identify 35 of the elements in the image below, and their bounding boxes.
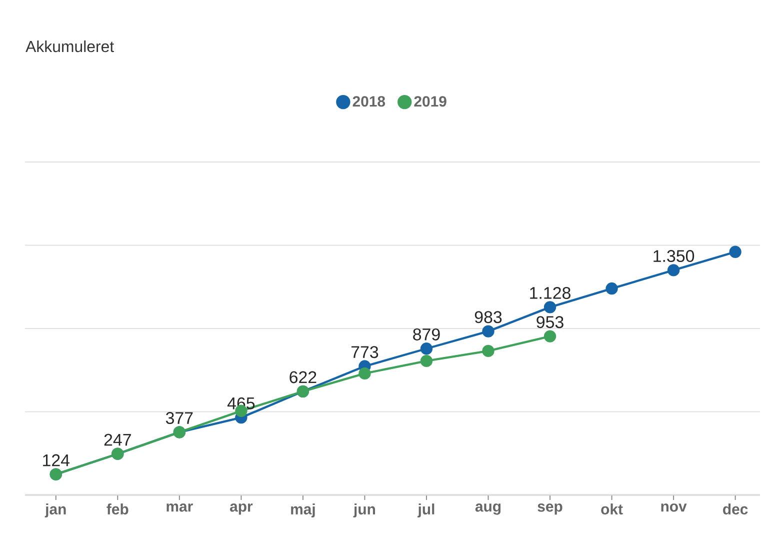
data-label: 247 (104, 434, 131, 446)
x-tick-label: jul (418, 504, 434, 518)
point (482, 325, 494, 338)
x-tick-label: jan (44, 504, 66, 518)
point (358, 367, 371, 380)
data-label: 622 (290, 371, 316, 384)
point (544, 301, 556, 314)
x-tick-label: dec (723, 504, 748, 514)
point (482, 344, 494, 358)
data-label: 124 (43, 454, 70, 466)
data-label: 773 (351, 346, 378, 358)
x-tick-label: mar (166, 504, 193, 512)
point (544, 330, 556, 342)
point (606, 282, 618, 295)
point (729, 246, 742, 258)
x-tick-label: sep (538, 504, 562, 515)
legend-label: 2019 (414, 96, 446, 107)
point (420, 354, 433, 368)
x-tick-label: maj (291, 504, 315, 518)
x-tick-label: jun (353, 504, 375, 518)
point (420, 342, 433, 355)
chart-title: Akkumuleret (26, 40, 114, 52)
x-tick-label: okt (601, 504, 623, 514)
data-label: 377 (166, 412, 193, 424)
x-tick-label: apr (230, 504, 253, 515)
data-label: 1.350 (654, 250, 694, 262)
point (667, 264, 680, 276)
x-tick-label: feb (106, 504, 128, 514)
data-label: 879 (413, 328, 440, 340)
data-label: 953 (536, 316, 564, 328)
legend-label: 2018 (352, 96, 386, 107)
data-label: 983 (474, 311, 502, 324)
x-tick-label: aug (475, 504, 501, 515)
x-tick-label: nov (661, 504, 687, 512)
data-label: 1.128 (530, 286, 570, 299)
